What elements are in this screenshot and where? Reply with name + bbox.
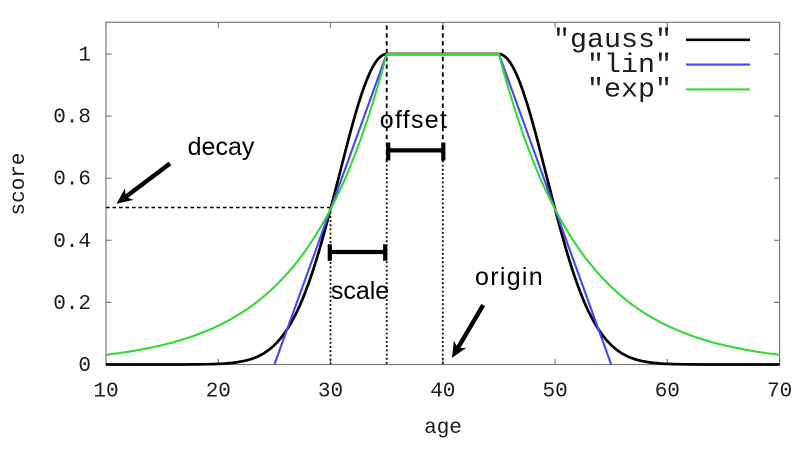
svg-text:origin: origin xyxy=(475,263,544,291)
svg-text:"lin": "lin" xyxy=(587,51,672,81)
svg-text:20: 20 xyxy=(206,381,231,404)
svg-text:1: 1 xyxy=(78,45,91,68)
svg-text:60: 60 xyxy=(655,381,680,404)
svg-text:70: 70 xyxy=(767,381,792,404)
svg-text:0.2: 0.2 xyxy=(53,293,91,316)
svg-text:0.4: 0.4 xyxy=(53,231,91,254)
svg-text:50: 50 xyxy=(542,381,567,404)
svg-text:40: 40 xyxy=(430,381,455,404)
svg-text:scale: scale xyxy=(331,277,389,305)
svg-text:10: 10 xyxy=(93,381,118,404)
svg-text:0.6: 0.6 xyxy=(53,169,91,192)
svg-text:"gauss": "gauss" xyxy=(553,26,672,56)
svg-text:offset: offset xyxy=(380,106,449,134)
svg-text:age: age xyxy=(424,417,462,440)
svg-text:30: 30 xyxy=(318,381,343,404)
svg-text:0.8: 0.8 xyxy=(53,107,91,130)
svg-text:score: score xyxy=(8,152,31,215)
svg-text:"exp": "exp" xyxy=(587,76,672,106)
svg-text:0: 0 xyxy=(78,355,91,378)
svg-text:decay: decay xyxy=(188,133,255,161)
